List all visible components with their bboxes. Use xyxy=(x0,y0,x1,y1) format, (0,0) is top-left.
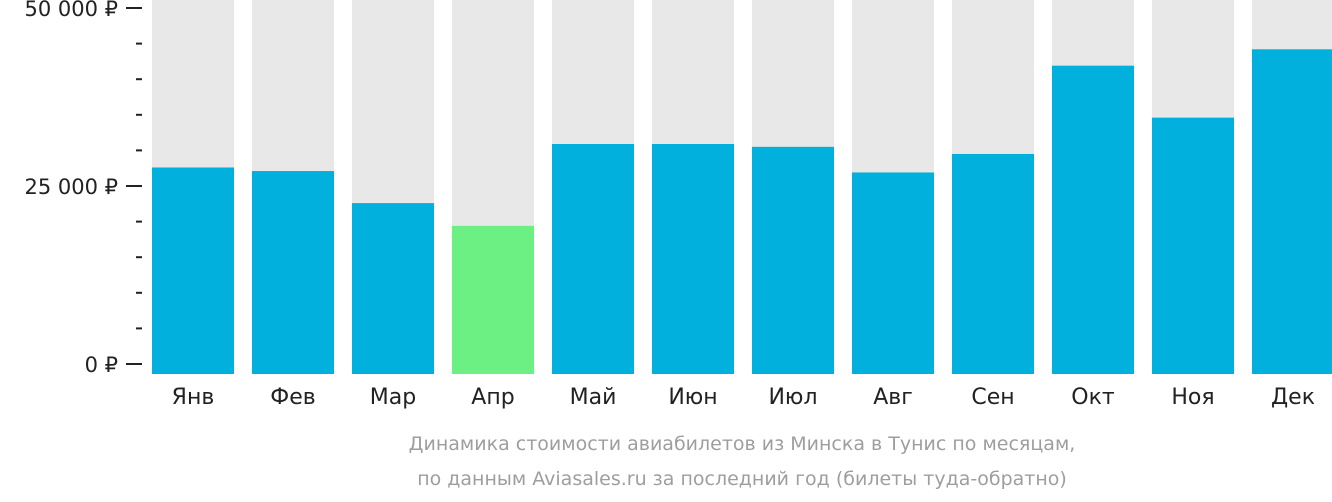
x-tick-label: Окт xyxy=(1071,385,1115,410)
bars xyxy=(152,49,1332,375)
bar-11 xyxy=(1152,117,1234,374)
bar-3 xyxy=(352,203,434,374)
bar-1 xyxy=(152,167,234,374)
bar-8 xyxy=(852,172,934,374)
x-axis: Янв Фев Мар Апр Май Июн Июл Авг Сен Окт Ноя Дек xyxy=(172,385,1315,410)
bar-10 xyxy=(1052,65,1134,374)
x-tick-label: Апр xyxy=(471,385,514,410)
bar-7 xyxy=(752,146,834,374)
chart-caption-line-1: Динамика стоимости авиабилетов из Минска… xyxy=(408,433,1076,455)
x-tick-label: Дек xyxy=(1271,385,1315,410)
bar-4 xyxy=(452,225,534,374)
bar-2 xyxy=(252,171,334,374)
x-tick-label: Авг xyxy=(873,385,913,410)
x-tick-label: Сен xyxy=(971,385,1014,410)
y-tick-label: 25 000 ₽ xyxy=(24,175,118,199)
x-tick-label: Янв xyxy=(172,385,215,410)
x-tick-label: Июл xyxy=(768,385,817,410)
x-tick-label: Ноя xyxy=(1171,385,1214,410)
bar-9 xyxy=(952,153,1034,374)
y-tick-label: 50 000 ₽ xyxy=(24,0,118,21)
bar-6 xyxy=(652,143,734,374)
y-axis: 0 ₽ 25 000 ₽ 50 000 ₽ xyxy=(24,0,142,377)
bar-5 xyxy=(552,143,634,374)
x-tick-label: Июн xyxy=(668,385,717,410)
x-tick-label: Май xyxy=(570,385,617,410)
x-tick-label: Мар xyxy=(370,385,416,410)
price-chart: 0 ₽ 25 000 ₽ 50 000 ₽ Янв Фев Мар Апр Май Июн Ию… xyxy=(24,0,1332,410)
chart-caption-line-2: по данным Aviasales.ru за последний год … xyxy=(417,468,1067,490)
y-tick-label: 0 ₽ xyxy=(85,353,118,377)
bar-12 xyxy=(1252,49,1332,375)
x-tick-label: Фев xyxy=(270,385,315,410)
